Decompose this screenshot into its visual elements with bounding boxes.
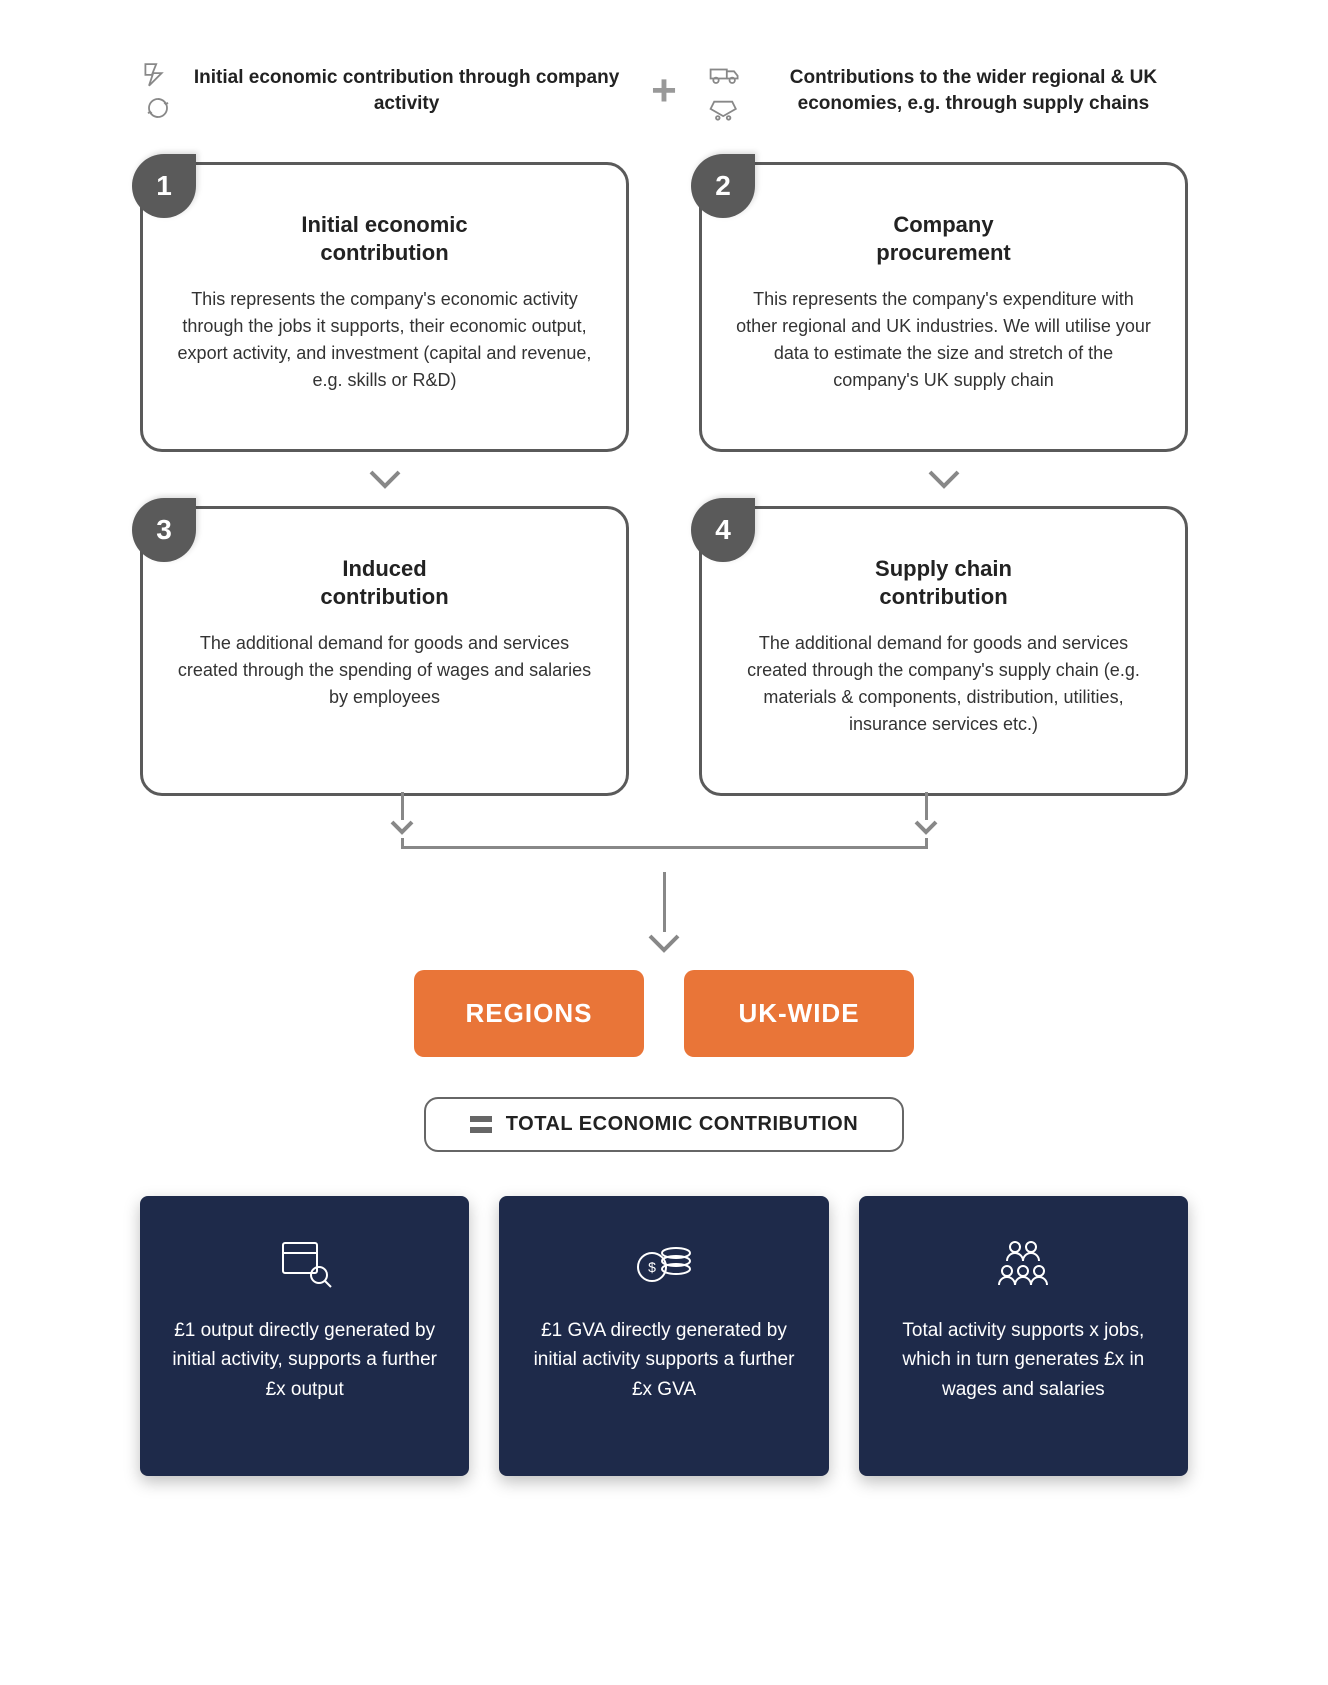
ukwide-badge: UK-WIDE <box>684 970 914 1057</box>
navy-card-output: £1 output directly generated by initial … <box>140 1196 469 1476</box>
header-left-text: Initial economic contribution through co… <box>192 65 621 116</box>
box-1-body: This represents the company's economic a… <box>173 286 596 394</box>
truck-cart-icon <box>707 60 743 122</box>
badge-2: 2 <box>691 154 755 218</box>
chevron-down-icon <box>699 466 1188 492</box>
merge-connector <box>140 792 1188 872</box>
box-search-icon <box>275 1230 335 1294</box>
header-right: Contributions to the wider regional & UK… <box>707 60 1188 122</box>
coins-icon: $ <box>632 1230 696 1294</box>
scope-row: REGIONS UK-WIDE <box>140 970 1188 1057</box>
header-row: Initial economic contribution through co… <box>140 60 1188 122</box>
regions-badge: REGIONS <box>414 970 644 1057</box>
box-2: 2 Company procurement This represents th… <box>699 162 1188 452</box>
svg-text:$: $ <box>648 1259 656 1275</box>
navy-text-2: £1 GVA directly generated by initial act… <box>525 1316 802 1404</box>
boxes-row-1: 1 Initial economic contribution This rep… <box>140 162 1188 452</box>
header-left: Initial economic contribution through co… <box>140 60 621 122</box>
badge-4: 4 <box>691 498 755 562</box>
total-pill: TOTAL ECONOMIC CONTRIBUTION <box>424 1097 904 1152</box>
chevron-down-icon <box>644 930 684 956</box>
navy-card-jobs: Total activity supports x jobs, which in… <box>859 1196 1188 1476</box>
navy-row: £1 output directly generated by initial … <box>140 1196 1188 1476</box>
header-right-text: Contributions to the wider regional & UK… <box>759 65 1188 116</box>
box-4-body: The additional demand for goods and serv… <box>732 630 1155 738</box>
box-1-title: Initial economic contribution <box>301 211 467 266</box>
badge-1: 1 <box>132 154 196 218</box>
badge-3: 3 <box>132 498 196 562</box>
box-3-body: The additional demand for goods and serv… <box>173 630 596 711</box>
box-4: 4 Supply chain contribution The addition… <box>699 506 1188 796</box>
boxes-row-2: 3 Induced contribution The additional de… <box>140 506 1188 796</box>
navy-text-1: £1 output directly generated by initial … <box>166 1316 443 1404</box>
chevron-down-icon <box>140 466 629 492</box>
box-3-title: Induced contribution <box>320 555 448 610</box>
box-2-title: Company procurement <box>876 211 1010 266</box>
navy-card-gva: $ £1 GVA directly generated by initial a… <box>499 1196 828 1476</box>
center-connector <box>140 872 1188 956</box>
energy-recycle-icon <box>140 60 176 122</box>
box-4-title: Supply chain contribution <box>875 555 1012 610</box>
plus-icon: + <box>651 66 677 116</box>
box-2-body: This represents the company's expenditur… <box>732 286 1155 394</box>
total-label: TOTAL ECONOMIC CONTRIBUTION <box>506 1113 858 1136</box>
people-icon <box>991 1230 1055 1294</box>
box-1: 1 Initial economic contribution This rep… <box>140 162 629 452</box>
equals-icon <box>470 1116 492 1133</box>
navy-text-3: Total activity supports x jobs, which in… <box>885 1316 1162 1404</box>
box-3: 3 Induced contribution The additional de… <box>140 506 629 796</box>
